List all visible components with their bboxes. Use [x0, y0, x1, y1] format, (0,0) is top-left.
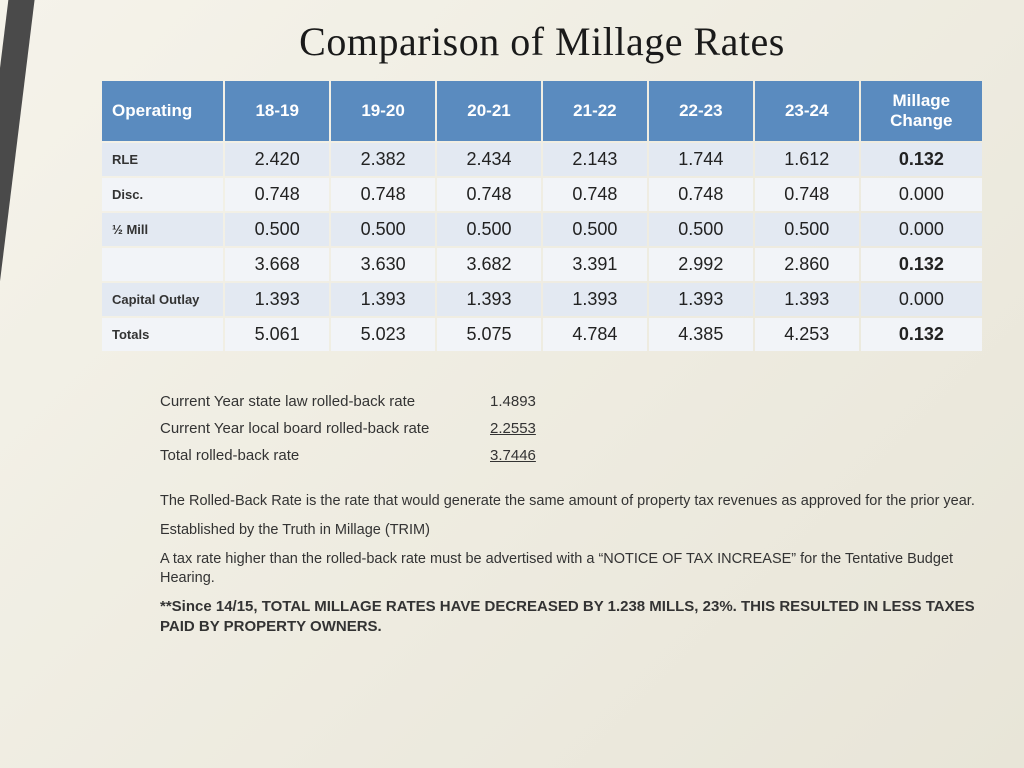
table-row: RLE2.4202.3822.4342.1431.7441.6120.132 [102, 143, 982, 176]
col-header: 22-23 [649, 81, 753, 141]
data-cell: 1.744 [649, 143, 753, 176]
data-cell: 0.748 [225, 178, 329, 211]
rollback-value: 3.7446 [490, 447, 536, 464]
row-label: ½ Mill [102, 213, 223, 246]
table-row: Disc.0.7480.7480.7480.7480.7480.7480.000 [102, 178, 982, 211]
col-header: 19-20 [331, 81, 435, 141]
data-cell: 1.393 [649, 283, 753, 316]
data-cell: 2.143 [543, 143, 647, 176]
data-cell: 0.748 [543, 178, 647, 211]
row-label: RLE [102, 143, 223, 176]
data-cell: 4.784 [543, 318, 647, 351]
rollback-row: Current Year local board rolled-back rat… [160, 420, 984, 437]
data-cell: 0.500 [331, 213, 435, 246]
data-cell: 4.253 [755, 318, 859, 351]
data-cell: 0.000 [861, 213, 982, 246]
col-header: MillageChange [861, 81, 982, 141]
data-cell: 1.393 [755, 283, 859, 316]
col-header: 21-22 [543, 81, 647, 141]
table-row: ½ Mill0.5000.5000.5000.5000.5000.5000.00… [102, 213, 982, 246]
data-cell: 2.382 [331, 143, 435, 176]
rollback-label: Current Year state law rolled-back rate [160, 393, 490, 410]
rollback-value: 2.2553 [490, 420, 536, 437]
data-cell: 2.434 [437, 143, 541, 176]
data-cell: 0.500 [543, 213, 647, 246]
data-cell: 2.992 [649, 248, 753, 281]
data-cell: 0.132 [861, 248, 982, 281]
data-cell: 1.612 [755, 143, 859, 176]
data-cell: 0.132 [861, 143, 982, 176]
table-row: 3.6683.6303.6823.3912.9922.8600.132 [102, 248, 982, 281]
rollback-label: Current Year local board rolled-back rat… [160, 420, 490, 437]
rollback-value: 1.4893 [490, 393, 536, 410]
millage-table: Operating18-1919-2020-2121-2222-2323-24M… [100, 79, 984, 353]
note-line: A tax rate higher than the rolled-back r… [160, 550, 984, 588]
data-cell: 3.391 [543, 248, 647, 281]
slide: Comparison of Millage Rates Operating18-… [0, 0, 1024, 636]
data-cell: 5.061 [225, 318, 329, 351]
row-label [102, 248, 223, 281]
data-cell: 4.385 [649, 318, 753, 351]
data-cell: 2.860 [755, 248, 859, 281]
data-cell: 5.075 [437, 318, 541, 351]
rollback-row: Total rolled-back rate3.7446 [160, 447, 984, 464]
col-header: 23-24 [755, 81, 859, 141]
data-cell: 1.393 [225, 283, 329, 316]
data-cell: 0.748 [437, 178, 541, 211]
emphasis-line: **Since 14/15, TOTAL MILLAGE RATES HAVE … [160, 597, 984, 636]
rollback-label: Total rolled-back rate [160, 447, 490, 464]
data-cell: 2.420 [225, 143, 329, 176]
col-header: 20-21 [437, 81, 541, 141]
table-header-row: Operating18-1919-2020-2121-2222-2323-24M… [102, 81, 982, 141]
data-cell: 0.000 [861, 283, 982, 316]
note-line: Established by the Truth in Millage (TRI… [160, 521, 984, 540]
data-cell: 0.748 [649, 178, 753, 211]
data-cell: 5.023 [331, 318, 435, 351]
data-cell: 0.748 [755, 178, 859, 211]
table-row: Totals5.0615.0235.0754.7844.3854.2530.13… [102, 318, 982, 351]
note-line: The Rolled-Back Rate is the rate that wo… [160, 492, 984, 511]
col-header-operating: Operating [102, 81, 223, 141]
row-label: Capital Outlay [102, 283, 223, 316]
page-title: Comparison of Millage Rates [100, 18, 984, 65]
data-cell: 3.682 [437, 248, 541, 281]
data-cell: 0.132 [861, 318, 982, 351]
data-cell: 0.500 [755, 213, 859, 246]
rollback-block: Current Year state law rolled-back rate1… [160, 393, 984, 464]
data-cell: 3.630 [331, 248, 435, 281]
data-cell: 0.000 [861, 178, 982, 211]
data-cell: 0.500 [649, 213, 753, 246]
data-cell: 1.393 [437, 283, 541, 316]
data-cell: 3.668 [225, 248, 329, 281]
table-body: RLE2.4202.3822.4342.1431.7441.6120.132Di… [102, 143, 982, 351]
row-label: Totals [102, 318, 223, 351]
notes-block: The Rolled-Back Rate is the rate that wo… [160, 492, 984, 636]
rollback-row: Current Year state law rolled-back rate1… [160, 393, 984, 410]
data-cell: 0.500 [225, 213, 329, 246]
data-cell: 0.500 [437, 213, 541, 246]
table-row: Capital Outlay1.3931.3931.3931.3931.3931… [102, 283, 982, 316]
data-cell: 0.748 [331, 178, 435, 211]
data-cell: 1.393 [543, 283, 647, 316]
row-label: Disc. [102, 178, 223, 211]
data-cell: 1.393 [331, 283, 435, 316]
col-header: 18-19 [225, 81, 329, 141]
